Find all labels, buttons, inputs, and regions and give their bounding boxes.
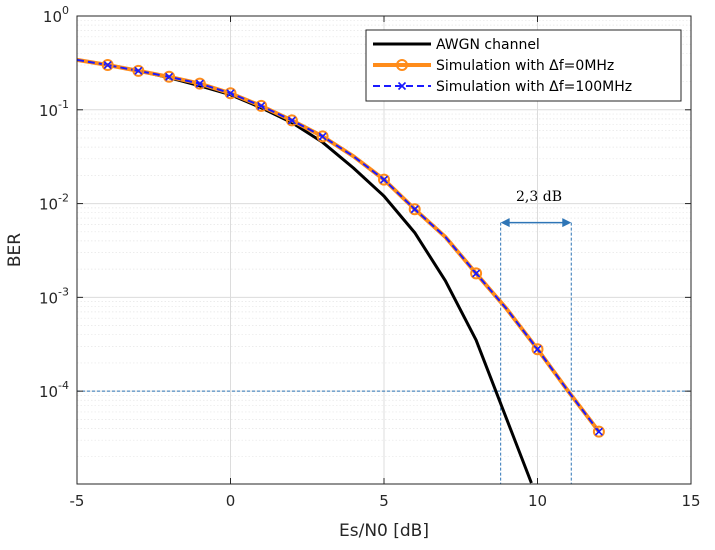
- marker-x: [287, 116, 296, 125]
- delta-arrow-head-right: [562, 218, 572, 228]
- legend-marker-x: [397, 81, 407, 91]
- legend-label-1: AWGN channel: [436, 37, 540, 53]
- y-axis-label: BER: [5, 233, 25, 267]
- marker-x: [594, 427, 603, 436]
- marker-circle: [255, 99, 268, 112]
- x-tick-label: 15: [681, 492, 700, 510]
- y-tick-label: 10-1: [39, 98, 69, 120]
- y-tick-label: 10-4: [39, 379, 69, 401]
- legend-marker-circle: [396, 59, 408, 71]
- x-axis-label: Es/N0 [dB]: [339, 521, 429, 541]
- marker-x: [318, 132, 327, 141]
- marker-x: [472, 269, 481, 278]
- marker-circle: [224, 87, 237, 100]
- marker-x: [410, 205, 419, 214]
- marker-x: [134, 66, 143, 75]
- x-tick-label: 5: [379, 492, 389, 510]
- y-tick-label: 100: [43, 4, 69, 26]
- legend-box: [365, 29, 682, 102]
- marker-x: [533, 345, 542, 354]
- marker-x: [103, 60, 112, 70]
- marker-circle: [101, 59, 114, 72]
- marker-x: [195, 79, 204, 88]
- marker-x: [165, 72, 174, 81]
- marker-x: [379, 175, 389, 184]
- legend-label-3: Simulation with Δf=100MHz: [436, 79, 632, 95]
- marker-circle: [285, 114, 298, 127]
- marker-x: [257, 101, 266, 110]
- marker-circle: [132, 64, 145, 77]
- marker-circle: [378, 173, 390, 186]
- x-tick-label: 0: [226, 492, 236, 510]
- legend-label-2: Simulation with Δf=0MHz: [436, 58, 614, 74]
- marker-x: [226, 89, 235, 98]
- tick-layer: -5 0 5 10 15 100 10-1 10-2 10-3 10-4: [39, 4, 701, 510]
- y-tick-label: 10-3: [39, 285, 69, 307]
- y-tick-label: 10-2: [39, 192, 69, 214]
- x-tick-label: -5: [70, 492, 85, 510]
- marker-circle: [592, 425, 605, 438]
- x-tick-label: 10: [528, 492, 547, 510]
- delta-annotation-label: 2,3 dB: [516, 189, 562, 205]
- marker-circle: [531, 343, 544, 356]
- threshold-lines: [77, 218, 691, 484]
- series-layer: [76, 57, 605, 484]
- marker-circle: [193, 77, 206, 90]
- marker-circle: [163, 70, 176, 83]
- marker-circle: [408, 203, 421, 216]
- delta-arrow-head-left: [500, 218, 510, 228]
- legend: AWGN channel Simulation with Δf=0MHz Simul…: [365, 29, 682, 102]
- marker-circle: [316, 130, 329, 143]
- marker-circle: [470, 267, 483, 280]
